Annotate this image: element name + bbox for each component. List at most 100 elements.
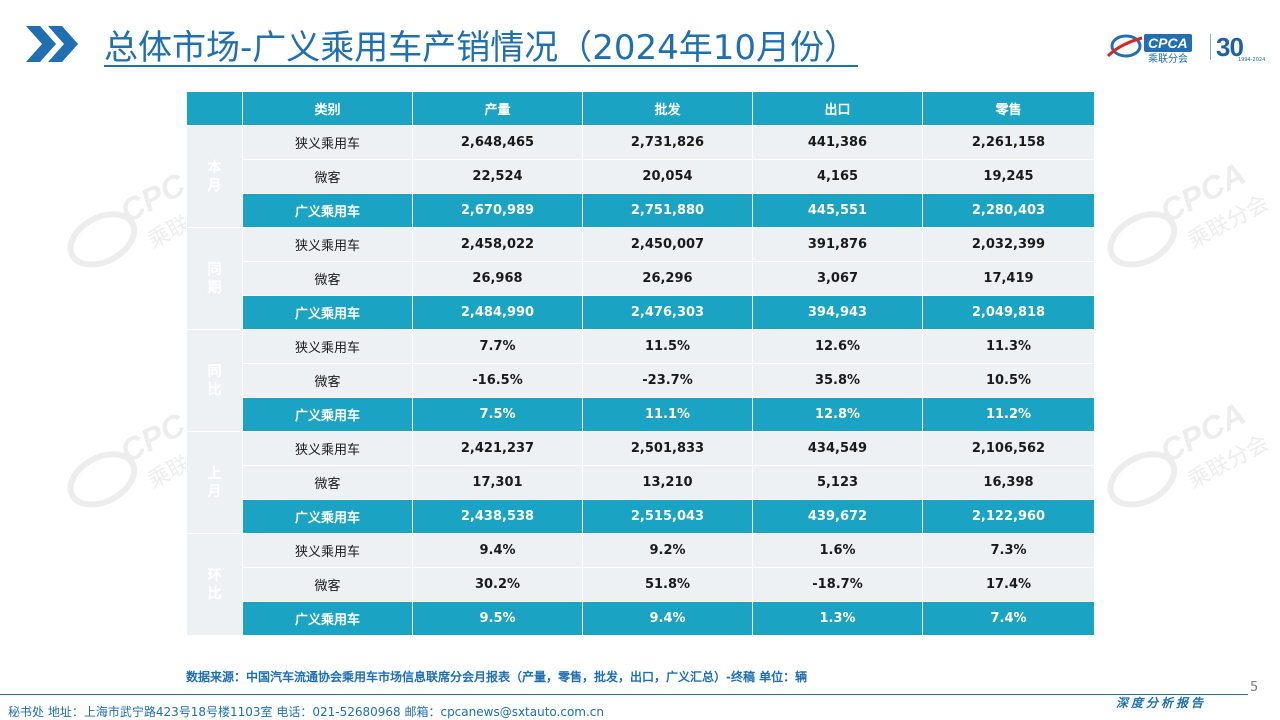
value-cell: 445,551 xyxy=(752,193,923,228)
value-cell: 2,670,989 xyxy=(412,193,583,228)
value-cell: 434,549 xyxy=(752,431,923,466)
column-header: 类别 xyxy=(242,91,413,126)
table-row: 同比狭义乘用车 7.7% 11.5% 12.6% 11.3% xyxy=(186,329,1095,432)
category-cell: 广义乘用车 xyxy=(242,499,413,534)
category-cell: 狭义乘用车 xyxy=(242,431,413,466)
value-cell: 13,210 xyxy=(582,465,753,500)
table-row: 同期狭义乘用车 2,458,022 2,450,007 391,876 2,032,39… xyxy=(186,227,1095,330)
table-row: 微客 22,524 20,054 4,165 19,245 xyxy=(187,159,1095,194)
svg-text:CPCA: CPCA xyxy=(1154,400,1251,470)
category-cell: 广义乘用车 xyxy=(242,295,413,330)
cpca-logo: CPCA 乘联分会 30 1994-2024 xyxy=(1104,30,1274,66)
value-cell: 2,450,007 xyxy=(582,227,753,262)
value-cell: 22,524 xyxy=(412,159,583,194)
svg-text:CPCA: CPCA xyxy=(1154,160,1251,230)
period-label: 同比 xyxy=(186,329,243,432)
value-cell: 35.8% xyxy=(752,363,923,398)
value-cell: 7.3% xyxy=(922,533,1095,568)
value-cell: 2,032,399 xyxy=(922,227,1095,262)
value-cell: -18.7% xyxy=(752,567,923,602)
value-cell: 394,943 xyxy=(752,295,923,330)
column-header: 出口 xyxy=(752,91,923,126)
value-cell: 2,751,880 xyxy=(582,193,753,228)
period-label: 本月 xyxy=(186,125,243,228)
value-cell: 12.8% xyxy=(752,397,923,432)
period-label: 环比 xyxy=(186,533,243,636)
cpca-emblem-icon xyxy=(1106,34,1143,58)
table-row: 环比狭义乘用车 9.4% 9.2% 1.6% 7.3% xyxy=(186,533,1095,636)
value-cell: 2,731,826 xyxy=(582,125,753,160)
page-number: 5 xyxy=(1250,680,1259,695)
logo-brand: CPCA xyxy=(1144,34,1192,52)
value-cell: 2,261,158 xyxy=(922,125,1095,160)
table-row: 微客 -16.5% -23.7% 35.8% 10.5% xyxy=(187,363,1095,398)
value-cell: 2,122,960 xyxy=(922,499,1095,534)
table-row: 广义乘用车 2,438,538 2,515,043 439,672 2,122,960 xyxy=(187,499,1095,534)
value-cell: 2,280,403 xyxy=(922,193,1095,228)
column-header: 批发 xyxy=(582,91,753,126)
column-header: 产量 xyxy=(412,91,583,126)
value-cell: 26,968 xyxy=(412,261,583,296)
value-cell: -23.7% xyxy=(582,363,753,398)
value-cell: 9.4% xyxy=(582,601,753,636)
page-title: 总体市场-广义乘用车产销情况（2024年10月份） xyxy=(104,28,859,68)
value-cell: 439,672 xyxy=(752,499,923,534)
table-row: 广义乘用车 7.5% 11.1% 12.8% 11.2% xyxy=(187,397,1095,432)
value-cell: 17,301 xyxy=(412,465,583,500)
logo-divider xyxy=(1210,34,1211,60)
period-label: 同期 xyxy=(186,227,243,330)
category-cell: 微客 xyxy=(242,363,413,398)
market-summary-table: 类别 产量 批发 出口 零售 本月狭义乘用车 2,648,465 2,731,826… xyxy=(186,91,1095,636)
value-cell: 2,458,022 xyxy=(412,227,583,262)
value-cell: 11.5% xyxy=(582,329,753,364)
data-table: 类别 产量 批发 出口 零售 本月狭义乘用车 2,648,465 2,731,826… xyxy=(186,91,1095,636)
category-cell: 微客 xyxy=(242,567,413,602)
value-cell: 9.5% xyxy=(412,601,583,636)
category-cell: 广义乘用车 xyxy=(242,397,413,432)
value-cell: 11.3% xyxy=(922,329,1095,364)
value-cell: 51.8% xyxy=(582,567,753,602)
contact-info: 秘书处 地址：上海市武宁路423号18号楼1103室 电话：021-526809… xyxy=(8,705,605,719)
logo-brand-cn: 乘联分会 xyxy=(1148,54,1188,65)
value-cell: 9.4% xyxy=(412,533,583,568)
header-corner xyxy=(186,91,243,126)
value-cell: 7.5% xyxy=(412,397,583,432)
table-row: 广义乘用车 2,484,990 2,476,303 394,943 2,049,818 xyxy=(187,295,1095,330)
category-cell: 狭义乘用车 xyxy=(242,125,413,160)
category-cell: 微客 xyxy=(242,159,413,194)
value-cell: 9.2% xyxy=(582,533,753,568)
svg-text:乘联分会: 乘联分会 xyxy=(1184,431,1273,494)
value-cell: 2,476,303 xyxy=(582,295,753,330)
table-header-row: 类别 产量 批发 出口 零售 xyxy=(186,91,1095,126)
value-cell: -16.5% xyxy=(412,363,583,398)
data-source-note: 数据来源：中国汽车流通协会乘用车市场信息联席分会月报表（产量，零售，批发，出口，… xyxy=(186,670,808,684)
value-cell: 12.6% xyxy=(752,329,923,364)
report-label: 深度分析报告 xyxy=(1116,696,1207,710)
category-cell: 狭义乘用车 xyxy=(242,227,413,262)
value-cell: 7.4% xyxy=(922,601,1095,636)
table-row: 广义乘用车 2,670,989 2,751,880 445,551 2,280,403 xyxy=(187,193,1095,228)
logo-years: 1994-2024 xyxy=(1238,57,1266,63)
chevron-right-icon xyxy=(26,26,78,62)
value-cell: 2,515,043 xyxy=(582,499,753,534)
value-cell: 10.5% xyxy=(922,363,1095,398)
value-cell: 391,876 xyxy=(752,227,923,262)
value-cell: 5,123 xyxy=(752,465,923,500)
footer-divider xyxy=(0,694,1248,695)
table-row: 微客 26,968 26,296 3,067 17,419 xyxy=(187,261,1095,296)
category-cell: 广义乘用车 xyxy=(242,193,413,228)
value-cell: 2,438,538 xyxy=(412,499,583,534)
table-row: 上月狭义乘用车 2,421,237 2,501,833 434,549 2,106,56… xyxy=(186,431,1095,534)
value-cell: 19,245 xyxy=(922,159,1095,194)
period-label: 上月 xyxy=(186,431,243,534)
category-cell: 微客 xyxy=(242,465,413,500)
value-cell: 11.1% xyxy=(582,397,753,432)
value-cell: 2,484,990 xyxy=(412,295,583,330)
value-cell: 2,049,818 xyxy=(922,295,1095,330)
watermark-right-lower: CPCA 乘联分会 xyxy=(1107,400,1273,508)
category-cell: 狭义乘用车 xyxy=(242,533,413,568)
value-cell: 11.2% xyxy=(922,397,1095,432)
value-cell: 4,165 xyxy=(752,159,923,194)
table-row: 广义乘用车 9.5% 9.4% 1.3% 7.4% xyxy=(187,601,1095,636)
value-cell: 1.6% xyxy=(752,533,923,568)
